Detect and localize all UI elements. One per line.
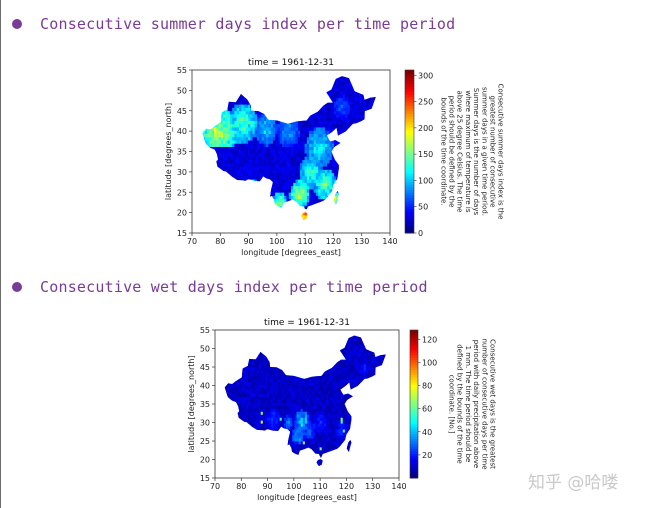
chart-wet-days-svg: time = 1961-12-3170 80 90 100 110 120 130 14015… [0, 0, 650, 508]
chart-wet-days: time = 1961-12-31 70 80 90 100 110 120 130 140 15… [0, 0, 650, 508]
